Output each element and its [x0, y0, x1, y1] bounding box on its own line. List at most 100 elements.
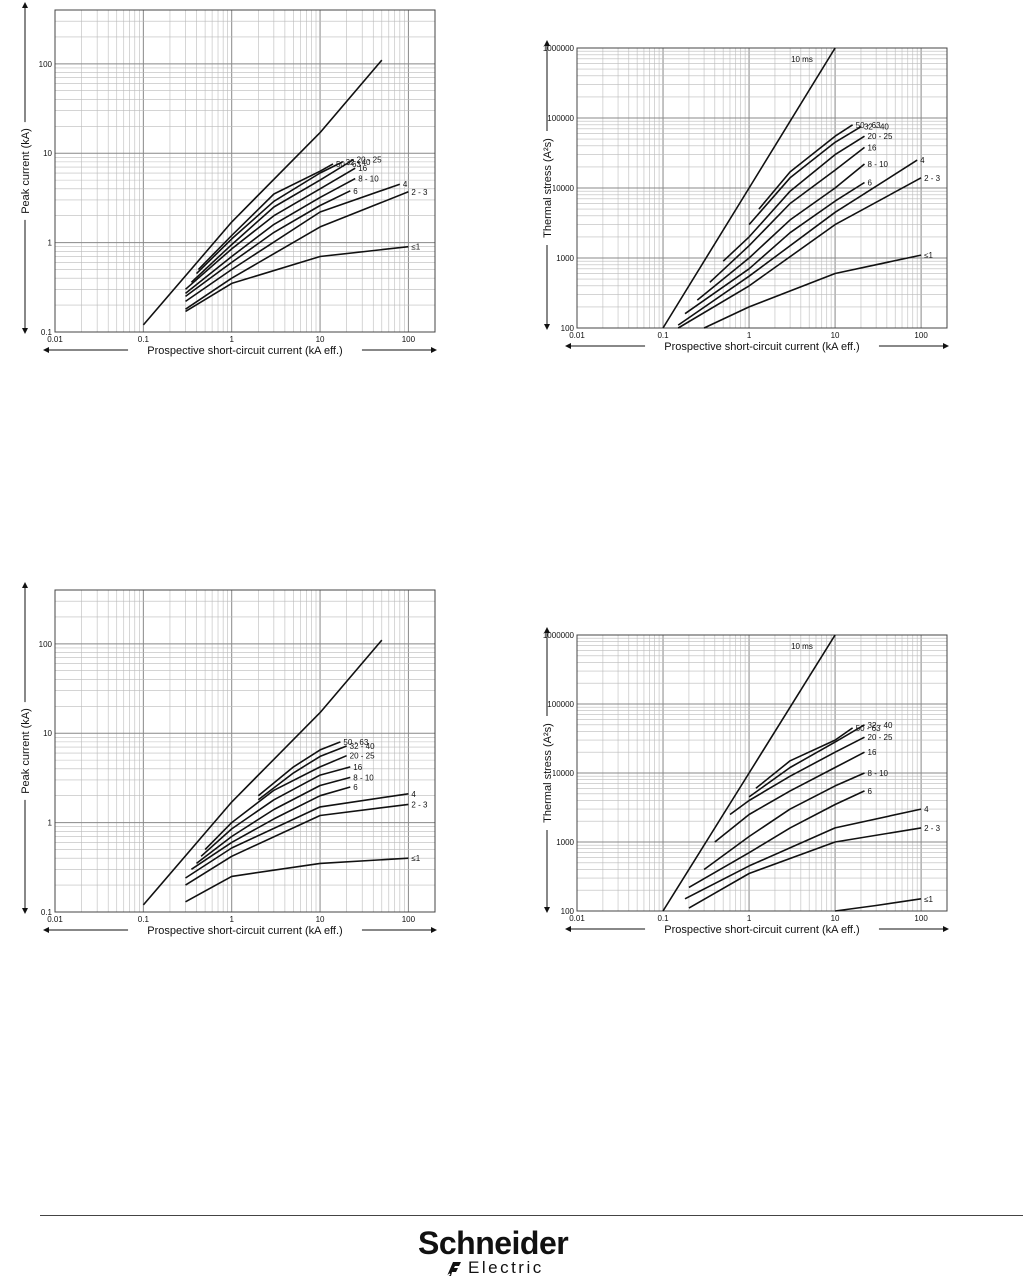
arrow-right-icon	[431, 927, 437, 933]
arrow-down-icon	[22, 328, 28, 334]
y-tick-label: 1000	[556, 254, 574, 263]
y-tick-label: 10000	[552, 184, 575, 193]
grid	[54, 589, 436, 913]
series-label: 32 - 40	[346, 158, 371, 167]
chart-svg: 0.01 0.1 1 10 100 100 1000 10000 100000 1000000 Pr…	[541, 40, 949, 353]
series-label: 32 - 40	[864, 123, 889, 132]
series-label: ≤1	[924, 895, 933, 904]
y-tick-label: 100000	[547, 114, 574, 123]
series-label: 2 - 3	[411, 800, 428, 809]
y-tick-label: 0.1	[41, 328, 53, 337]
series-line	[197, 163, 334, 271]
arrow-left-icon	[565, 343, 571, 349]
arrow-down-icon	[22, 908, 28, 914]
series-line	[688, 827, 922, 909]
series-line	[185, 177, 356, 295]
y-label-bg	[541, 716, 553, 830]
series-label: ≤1	[924, 251, 933, 260]
series-label: 6	[353, 187, 358, 196]
x-tick-label: 0.01	[47, 915, 63, 924]
y-axis-label: Peak current (kA)	[20, 128, 32, 214]
y-tick-label: 1	[48, 239, 53, 248]
brand-logo: Schneider Electric	[418, 1226, 608, 1282]
series-label: 4	[403, 180, 408, 189]
series-line	[185, 793, 409, 879]
series-line	[204, 754, 347, 851]
x-tick-label: 10	[316, 915, 325, 924]
series-line	[184, 167, 356, 290]
y-tick-label: 1000000	[543, 631, 575, 640]
x-tick-label: 1	[229, 335, 234, 344]
series-label: 32 - 40	[350, 742, 375, 751]
series-line	[703, 772, 865, 871]
series-label: 2 - 3	[924, 174, 941, 183]
series-label: 10 ms	[791, 55, 813, 64]
series-label: 10 ms	[791, 642, 813, 651]
chart-thermal-stress-2: 0.01 0.1 1 10 100 100 1000 10000 100000 1000000 Pr…	[525, 627, 949, 952]
chart-thermal-stress-1: 0.01 0.1 1 10 100 100 1000 10000 100000 1000000 Pr…	[525, 40, 949, 375]
series-label: 32 - 40	[868, 721, 893, 730]
y-tick-label: 1000	[556, 838, 574, 847]
brand-name: Schneider	[418, 1225, 569, 1261]
arrow-down-icon	[544, 324, 550, 330]
series-line	[662, 634, 836, 912]
arrow-left-icon	[43, 927, 49, 933]
y-label-bg	[19, 702, 31, 800]
x-axis-label: Prospective short-circuit current (kA ef…	[664, 341, 859, 353]
grid	[576, 47, 948, 329]
x-tick-label: 0.1	[657, 914, 669, 923]
series-line	[834, 898, 922, 912]
y-axis-label: Thermal stress (A²s)	[542, 138, 554, 238]
y-tick-label: 0.1	[41, 908, 53, 917]
series-line	[684, 181, 865, 315]
plot-frame	[54, 9, 436, 333]
series-label: 4	[924, 805, 929, 814]
series-label: ≤1	[411, 243, 420, 252]
series-label: 4	[920, 156, 925, 165]
chart-svg: 0.01 0.1 1 10 100 100 1000 10000 100000 1000000 Pr…	[541, 627, 949, 936]
y-tick-label: 10000	[552, 769, 575, 778]
y-tick-label: 100	[39, 640, 53, 649]
chart-peak-current-2: 0.01 0.1 1 10 100 0.1 1 10 100 Prospective short-…	[10, 580, 440, 952]
x-axis-label: Prospective short-circuit current (kA ef…	[147, 345, 342, 357]
series-line	[185, 857, 409, 903]
series-label: 16	[868, 748, 877, 757]
x-label-bg	[128, 924, 362, 936]
arrow-right-icon	[943, 343, 949, 349]
x-tick-label: 0.01	[47, 335, 63, 344]
footer-divider	[40, 1215, 1023, 1216]
brand-sub: Electric	[468, 1258, 544, 1277]
series-label: 20 - 25	[357, 156, 382, 165]
series-line	[688, 790, 865, 889]
x-tick-label: 0.1	[138, 335, 150, 344]
series-label: 8 - 10	[868, 769, 889, 778]
series-line	[142, 59, 383, 326]
x-tick-label: 0.01	[569, 331, 585, 340]
series-label: 50 - 63	[856, 121, 881, 130]
series-line	[714, 751, 865, 843]
x-tick-label: 1	[747, 331, 752, 340]
series-line	[696, 163, 866, 301]
x-tick-label: 0.1	[138, 915, 150, 924]
y-label-bg	[19, 122, 31, 220]
series-label: 16	[358, 164, 367, 173]
x-label-bg	[645, 923, 879, 935]
arrow-up-icon	[22, 582, 28, 588]
series-label: 8 - 10	[353, 773, 374, 782]
series-label: 50 - 63	[856, 724, 881, 733]
arrow-up-icon	[544, 40, 550, 46]
x-tick-label: 10	[831, 914, 840, 923]
x-tick-label: 0.01	[569, 914, 585, 923]
arrow-up-icon	[22, 2, 28, 8]
x-tick-label: 0.1	[657, 331, 669, 340]
series-label: 16	[353, 763, 362, 772]
series-line	[185, 190, 351, 298]
series-line	[703, 254, 922, 329]
series-line	[195, 161, 343, 275]
series-label: 6	[353, 783, 358, 792]
x-tick-label: 100	[402, 335, 416, 344]
y-label-bg	[541, 131, 553, 245]
series-line	[257, 745, 347, 801]
